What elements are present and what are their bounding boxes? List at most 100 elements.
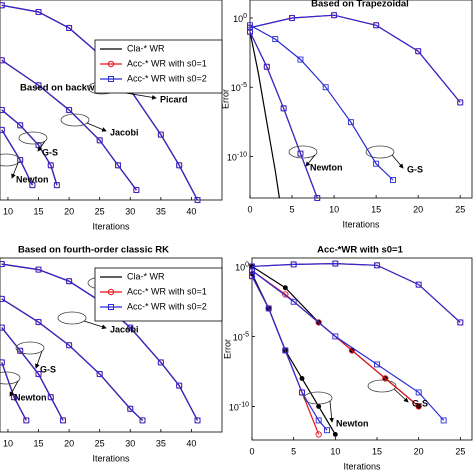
marker (176, 382, 183, 389)
marker (290, 298, 297, 305)
legend-marker (107, 288, 115, 296)
marker (374, 262, 380, 269)
marker (282, 285, 288, 291)
x-tick-label: 5 (290, 204, 295, 214)
marker (157, 359, 164, 366)
x-tick-label: 15 (371, 204, 381, 214)
series-line (251, 275, 328, 431)
marker (127, 324, 134, 331)
chart-title: Acc-*WR with s0=1 (317, 245, 404, 256)
marker (299, 389, 305, 396)
marker (289, 15, 295, 21)
x-tick-label: 0 (249, 446, 254, 456)
marker (315, 431, 322, 438)
y-axis-label: Error (220, 89, 230, 109)
annotation-ellipse (18, 131, 48, 145)
annotation-arrow (86, 122, 107, 132)
marker (249, 273, 255, 280)
x-tick-label: 20 (64, 438, 74, 448)
x-tick-label: 20 (414, 446, 424, 456)
annotation: Picard (160, 94, 188, 104)
marker (133, 187, 140, 193)
legend-marker (108, 76, 114, 82)
series-line (1, 59, 137, 191)
marker (35, 266, 42, 273)
marker (332, 260, 339, 267)
x-tick-label: 0 (247, 204, 252, 214)
y-tick-label: 100 (233, 13, 247, 25)
annotation-ellipse (288, 145, 318, 159)
marker (17, 122, 24, 129)
marker (23, 417, 30, 424)
annotation-ellipse (57, 311, 87, 325)
series-line (249, 31, 318, 199)
panel: 10 15 20 25 30 35 40 Based on backward Euler Ite… (0, 0, 223, 231)
legend-label: Acc-* WR with s0=2 (127, 301, 207, 311)
x-tick-label: 30 (125, 438, 135, 448)
y-tick-label: 100 (235, 261, 249, 273)
marker (127, 405, 134, 412)
annotation-ellipse (365, 145, 395, 159)
marker (249, 267, 255, 274)
legend-marker (108, 304, 114, 310)
x-tick-label: 10 (3, 206, 13, 216)
annotation-arrow (11, 162, 19, 179)
series-line (249, 31, 318, 199)
annotation-ellipse (0, 153, 21, 167)
x-tick-label: 10 (329, 204, 339, 214)
x-tick-label: 25 (95, 438, 105, 448)
annotation: Jacobi (110, 127, 139, 137)
marker (247, 28, 253, 35)
annotation-arrow (305, 154, 316, 167)
x-tick-label: 10 (3, 438, 13, 448)
x-axis-label: Iterations (342, 219, 380, 229)
chart-title: Based on Trapezoidal (311, 0, 409, 10)
marker (280, 105, 287, 112)
annotation: G-S (412, 398, 428, 408)
plot-area (248, 260, 464, 438)
x-axis-label: Iterations (92, 221, 130, 231)
series-line (251, 262, 461, 323)
legend-label: Acc-* WR with s0=1 (127, 286, 207, 296)
marker (35, 319, 42, 326)
marker (315, 417, 322, 424)
marker (332, 333, 339, 340)
annotation-arrow (37, 140, 46, 152)
marker (0, 126, 5, 133)
marker (249, 263, 255, 270)
marker (47, 394, 54, 401)
legend-label: Cla-* WR (127, 271, 165, 281)
y-tick-label: 10-5 (233, 331, 249, 343)
plot-frame (251, 257, 473, 441)
x-axis-label: Iterations (343, 461, 381, 471)
marker (66, 107, 73, 113)
annotation: Newton (336, 418, 369, 428)
marker (247, 22, 253, 29)
x-tick-label: 5 (291, 446, 296, 456)
marker (194, 417, 201, 424)
marker (176, 162, 183, 169)
marker (332, 431, 338, 437)
marker (315, 319, 322, 326)
panel: 0 5 10 15 20 25 100 10-5 10-10 Based on Trapezoid… (220, 0, 473, 229)
x-tick-label: 20 (64, 206, 74, 216)
annotation-ellipse (303, 391, 333, 405)
marker (457, 99, 464, 106)
marker (263, 63, 270, 70)
x-tick-label: 40 (186, 438, 196, 448)
marker (282, 347, 289, 354)
annotation-arrow (329, 400, 335, 423)
marker (373, 160, 380, 167)
marker (0, 261, 5, 268)
series-line (1, 109, 58, 186)
legend-marker (107, 60, 115, 68)
marker (53, 182, 60, 189)
marker (272, 36, 279, 43)
x-tick-label: 40 (186, 206, 196, 216)
marker (60, 417, 66, 424)
series-line (1, 362, 27, 421)
marker (35, 371, 42, 377)
marker (415, 281, 422, 288)
marker (373, 22, 380, 29)
plot-frame (0, 257, 223, 433)
